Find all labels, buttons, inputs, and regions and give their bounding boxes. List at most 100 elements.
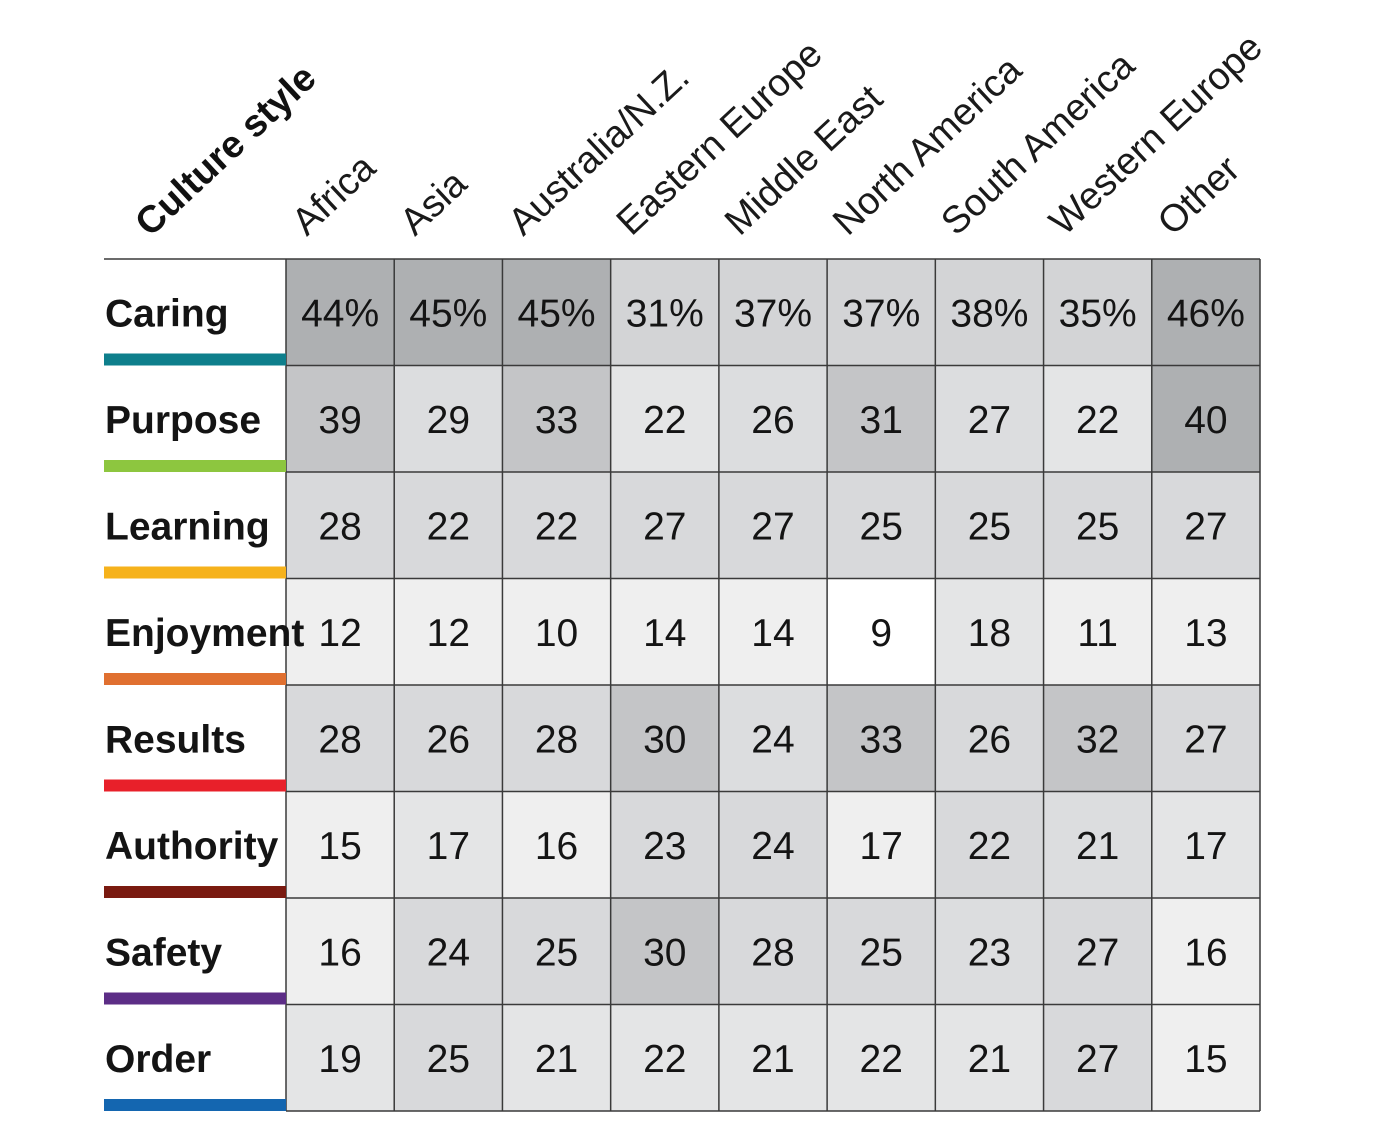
heatmap-cell <box>1151 472 1260 579</box>
heatmap-cell <box>1151 685 1260 792</box>
cell-value: 21 <box>1076 825 1119 868</box>
column-header: Other <box>1150 148 1248 244</box>
heatmap-cell <box>502 259 611 366</box>
heatmap-cell <box>827 472 936 579</box>
heatmap-cell <box>610 685 719 792</box>
heatmap-cell <box>394 685 503 792</box>
cell-value: 31 <box>860 399 903 442</box>
heatmap-cell <box>827 685 936 792</box>
heatmap-cell <box>502 365 611 472</box>
cell-value: 21 <box>968 1038 1011 1081</box>
row-color-bar <box>104 566 286 579</box>
cell-value: 22 <box>1076 399 1119 442</box>
column-header: North America <box>825 48 1030 243</box>
cell-value: 9 <box>870 612 892 655</box>
heatmap-cell <box>286 365 395 472</box>
heatmap-cell <box>718 472 828 579</box>
cell-value: 35% <box>1059 292 1137 335</box>
cell-value: 26 <box>427 718 470 761</box>
heatmap-cell <box>827 1004 936 1111</box>
row-label: Order <box>105 1038 211 1081</box>
cell-value: 27 <box>1184 718 1227 761</box>
cell-value: 27 <box>1076 1038 1119 1081</box>
cell-value: 22 <box>860 1038 903 1081</box>
heatmap-cell <box>1043 578 1152 685</box>
row-color-bar <box>104 779 286 792</box>
cell-value: 24 <box>751 718 794 761</box>
heatmap-cell <box>935 685 1044 792</box>
cell-value: 17 <box>860 825 903 868</box>
row-color-bar <box>104 353 286 366</box>
cell-value: 12 <box>427 612 470 655</box>
heatmap-cell <box>502 472 611 579</box>
cell-value: 15 <box>1184 1038 1227 1081</box>
cell-value: 32 <box>1076 718 1119 761</box>
heatmap-cell <box>935 898 1044 1005</box>
cell-value: 45% <box>518 292 596 335</box>
row-label: Learning <box>105 505 270 548</box>
cell-value: 22 <box>427 505 470 548</box>
cell-value: 25 <box>968 505 1011 548</box>
heatmap-cell <box>1043 365 1152 472</box>
cell-value: 17 <box>1184 825 1227 868</box>
heatmap-cell <box>610 898 719 1005</box>
row-color-bar <box>104 886 286 898</box>
heatmap-cell <box>718 259 828 366</box>
heatmap-cell <box>286 1004 395 1111</box>
heatmap-cell <box>935 791 1044 898</box>
heatmap-cell <box>502 685 611 792</box>
cell-value: 24 <box>751 825 794 868</box>
cell-value: 23 <box>968 931 1011 974</box>
cell-value: 25 <box>860 505 903 548</box>
heatmap-cell <box>1043 472 1152 579</box>
cell-value: 30 <box>643 718 686 761</box>
cell-value: 16 <box>535 825 578 868</box>
row-label: Purpose <box>105 399 261 442</box>
cell-value: 26 <box>968 718 1011 761</box>
heatmap-cell <box>1043 898 1152 1005</box>
heatmap-cell <box>935 259 1044 366</box>
cell-value: 28 <box>318 718 361 761</box>
cell-value: 38% <box>950 292 1028 335</box>
row-color-bar <box>104 1099 286 1111</box>
cell-value: 44% <box>301 292 379 335</box>
heatmap-cell <box>502 578 611 685</box>
cell-value: 16 <box>318 931 361 974</box>
cell-value: 24 <box>427 931 470 974</box>
heatmap-cell <box>502 898 611 1005</box>
cell-value: 27 <box>1184 505 1227 548</box>
cell-value: 21 <box>751 1038 794 1081</box>
cell-value: 19 <box>318 1038 361 1081</box>
heatmap-cell <box>286 898 395 1005</box>
heatmap-cell <box>286 685 395 792</box>
cell-value: 22 <box>643 1038 686 1081</box>
cell-value: 46% <box>1167 292 1245 335</box>
cell-value: 27 <box>751 505 794 548</box>
cell-value: 39 <box>318 399 361 442</box>
cell-value: 28 <box>751 931 794 974</box>
row-label: Enjoyment <box>105 612 304 655</box>
heatmap-cell <box>935 578 1044 685</box>
row-label: Results <box>105 718 246 761</box>
heatmap-cell <box>1151 1004 1260 1111</box>
heatmap-cell <box>610 1004 719 1111</box>
heatmap-cell <box>286 791 395 898</box>
cell-value: 17 <box>427 825 470 868</box>
heatmap-cell <box>1151 259 1260 366</box>
heatmap-cell <box>394 898 503 1005</box>
heatmap-cell <box>718 898 828 1005</box>
heatmap-cell <box>1043 791 1152 898</box>
heatmap-cell <box>502 791 611 898</box>
row-color-bar <box>104 992 286 1005</box>
cell-value: 23 <box>643 825 686 868</box>
cell-value: 18 <box>968 612 1011 655</box>
cell-value: 25 <box>1076 505 1119 548</box>
cell-value: 28 <box>535 718 578 761</box>
cell-value: 27 <box>968 399 1011 442</box>
heatmap-cell <box>610 578 719 685</box>
heatmap-cell <box>1151 791 1260 898</box>
heatmap-cell <box>1151 365 1260 472</box>
cell-value: 37% <box>842 292 920 335</box>
cell-value: 12 <box>318 612 361 655</box>
